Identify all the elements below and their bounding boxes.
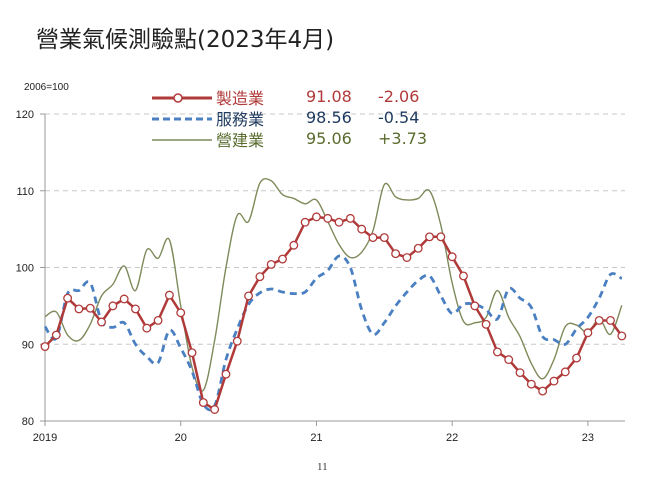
data-point-marker <box>357 224 367 234</box>
data-point-marker <box>63 293 73 303</box>
legend: 製造業 91.08 -2.06 服務業 98.56 -0.54 營建業 95.0… <box>150 86 448 150</box>
series-construction <box>44 177 623 392</box>
legend-name: 製造業 <box>216 88 265 108</box>
legend-change: +3.73 <box>378 129 428 148</box>
data-point-marker <box>345 213 355 223</box>
legend-item-manufacturing: 製造業 91.08 -2.06 <box>150 86 448 108</box>
legend-item-services: 服務業 98.56 -0.54 <box>150 107 448 129</box>
dashed-line-icon <box>150 111 214 125</box>
data-point-marker <box>594 316 604 325</box>
y-tick-label: 80 <box>22 416 34 428</box>
data-point-marker <box>300 217 310 227</box>
data-point-marker <box>425 232 434 242</box>
x-tick-label: 22 <box>446 432 458 444</box>
data-point-marker <box>187 348 197 358</box>
data-point-marker <box>492 347 502 357</box>
data-point-marker <box>560 367 570 377</box>
legend-name: 營建業 <box>216 130 265 150</box>
base-year-label: 2006=100 <box>24 82 69 93</box>
data-point-marker <box>255 272 265 282</box>
data-point-marker <box>97 317 106 327</box>
x-tick-label: 20 <box>175 432 187 444</box>
data-point-marker <box>436 232 446 242</box>
data-point-marker <box>289 240 299 250</box>
page-number: 11 <box>317 461 328 473</box>
y-tick-label: 100 <box>16 263 34 275</box>
data-point-marker <box>210 405 220 414</box>
data-point-marker <box>221 369 231 379</box>
data-point-marker <box>142 323 152 333</box>
x-tick-label: 23 <box>582 432 594 444</box>
data-point-marker <box>379 233 389 243</box>
y-tick-label: 90 <box>22 339 34 351</box>
legend-value: 98.56 <box>306 108 352 127</box>
x-tick-label: 2019 <box>33 432 57 444</box>
series-manufacturing <box>44 215 623 411</box>
data-point-marker <box>198 398 208 408</box>
data-point-marker <box>368 233 378 243</box>
data-point-marker <box>391 249 401 259</box>
data-point-marker <box>549 376 559 386</box>
legend-value: 95.06 <box>306 129 352 148</box>
data-point-marker <box>266 259 276 269</box>
data-point-marker <box>131 304 140 314</box>
data-point-marker <box>311 212 321 222</box>
data-point-marker <box>402 253 412 262</box>
legend-item-construction: 營建業 95.06 +3.73 <box>150 128 448 150</box>
data-point-marker <box>413 243 423 253</box>
series-services <box>43 254 623 412</box>
data-point-marker <box>74 304 84 314</box>
data-point-marker <box>119 294 129 304</box>
data-point-marker <box>40 342 50 352</box>
data-point-marker <box>470 301 480 311</box>
solid-line-icon <box>150 132 214 146</box>
legend-name: 服務業 <box>216 109 265 129</box>
data-point-marker <box>606 316 615 325</box>
data-point-marker <box>459 271 468 281</box>
data-point-marker <box>515 368 525 378</box>
data-point-marker <box>108 301 118 311</box>
data-point-marker <box>481 319 491 329</box>
data-point-marker <box>334 217 344 227</box>
data-point-marker <box>526 379 536 389</box>
data-point-marker <box>572 353 582 363</box>
data-point-marker <box>85 303 95 313</box>
y-tick-label: 110 <box>16 186 34 198</box>
y-tick-label: 120 <box>16 109 34 121</box>
data-point-marker <box>538 386 548 396</box>
data-point-marker <box>51 330 61 340</box>
data-point-marker <box>447 252 457 262</box>
data-point-marker <box>244 291 254 301</box>
data-point-marker <box>504 355 514 365</box>
chart-title: 營業氣候測驗點(2023年4月) <box>36 27 335 53</box>
data-point-marker <box>583 328 593 338</box>
data-point-marker <box>176 308 186 318</box>
legend-value: 91.08 <box>306 87 352 106</box>
legend-change: -0.54 <box>378 108 420 127</box>
data-point-marker <box>164 290 174 300</box>
data-point-marker <box>232 336 242 346</box>
x-tick-label: 21 <box>310 432 322 444</box>
data-point-marker <box>278 254 287 264</box>
legend-change: -2.06 <box>378 87 420 106</box>
data-point-marker <box>323 213 333 223</box>
line-marker-icon <box>150 90 214 104</box>
data-point-marker <box>153 316 163 325</box>
data-point-marker <box>617 331 627 341</box>
